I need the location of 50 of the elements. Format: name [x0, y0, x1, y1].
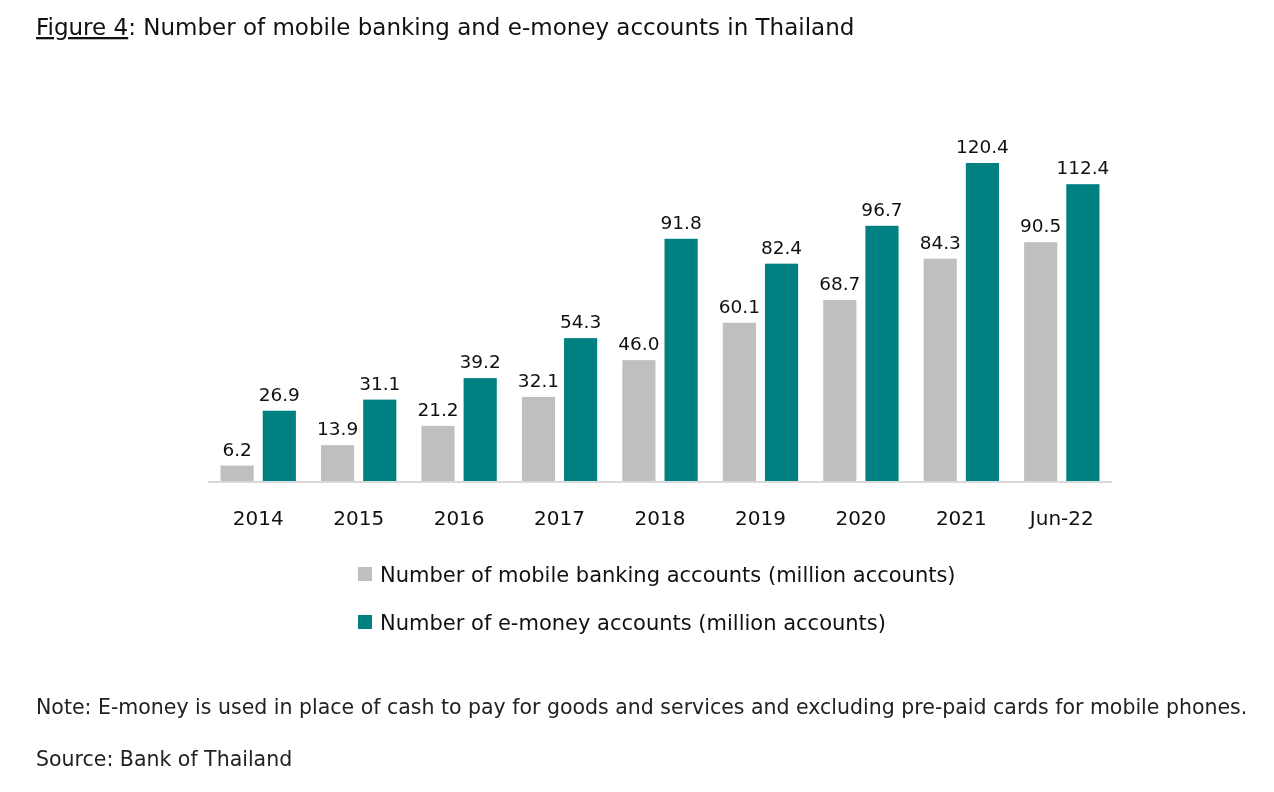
- data-label: 96.7: [861, 198, 903, 220]
- x-tick-label: 2014: [232, 506, 284, 530]
- bar: [764, 263, 799, 482]
- bar: [923, 258, 957, 482]
- data-label: 13.9: [316, 418, 359, 440]
- data-label: 39.2: [459, 351, 501, 373]
- bar: [622, 360, 656, 482]
- data-label: 46.0: [618, 333, 660, 355]
- bar: [722, 322, 756, 482]
- data-label: 90.5: [1020, 215, 1062, 237]
- data-label: 120.4: [955, 136, 1009, 157]
- bar: [1066, 184, 1100, 482]
- chart-title: Figure 4: Number of mobile banking and e-money accounts in Thailand: [36, 14, 855, 40]
- data-label: 60.1: [718, 295, 760, 317]
- x-tick-label: Jun-22: [1027, 506, 1094, 530]
- bar: [564, 338, 598, 482]
- data-label: 21.2: [417, 398, 459, 420]
- bar: [262, 410, 296, 482]
- bar: [865, 225, 899, 482]
- x-tick-label: 2017: [534, 506, 586, 530]
- bar: [321, 445, 355, 482]
- bar: [521, 396, 556, 482]
- data-label: 68.7: [819, 272, 861, 294]
- bar: [421, 425, 455, 482]
- data-label: 32.1: [517, 369, 560, 391]
- data-label: 6.2: [222, 438, 252, 460]
- data-label: 54.3: [560, 311, 602, 333]
- bar: [363, 399, 397, 482]
- legend-label: Number of mobile banking accounts (million accounts): [380, 562, 956, 587]
- data-label: 84.3: [919, 231, 961, 253]
- x-tick-label: 2016: [433, 506, 485, 530]
- data-label: 82.4: [760, 236, 803, 258]
- bar: [823, 299, 857, 482]
- data-label: 26.9: [258, 383, 300, 405]
- bar: [220, 465, 254, 482]
- data-label: 31.1: [359, 372, 401, 394]
- x-tick-label: 2018: [634, 506, 686, 530]
- data-label: 91.8: [660, 211, 702, 233]
- bar: [664, 238, 698, 482]
- bar: [463, 378, 497, 482]
- source-note: Source: Bank of Thailand: [36, 747, 293, 771]
- bar: [1024, 242, 1058, 482]
- x-tick-label: 2015: [333, 506, 385, 530]
- text: Note: E-money is used in place of cash to pay for goods and services and excluding pre-paid cards for mobile phones.: [36, 695, 1248, 719]
- x-tick-label: 2021: [935, 506, 987, 530]
- data-label: 112.4: [1056, 157, 1110, 179]
- x-tick-label: 2020: [835, 506, 887, 530]
- bar: [965, 163, 999, 482]
- legend-label: Number of e-money accounts (million accounts): [380, 610, 886, 635]
- x-tick-label: 2019: [734, 506, 786, 530]
